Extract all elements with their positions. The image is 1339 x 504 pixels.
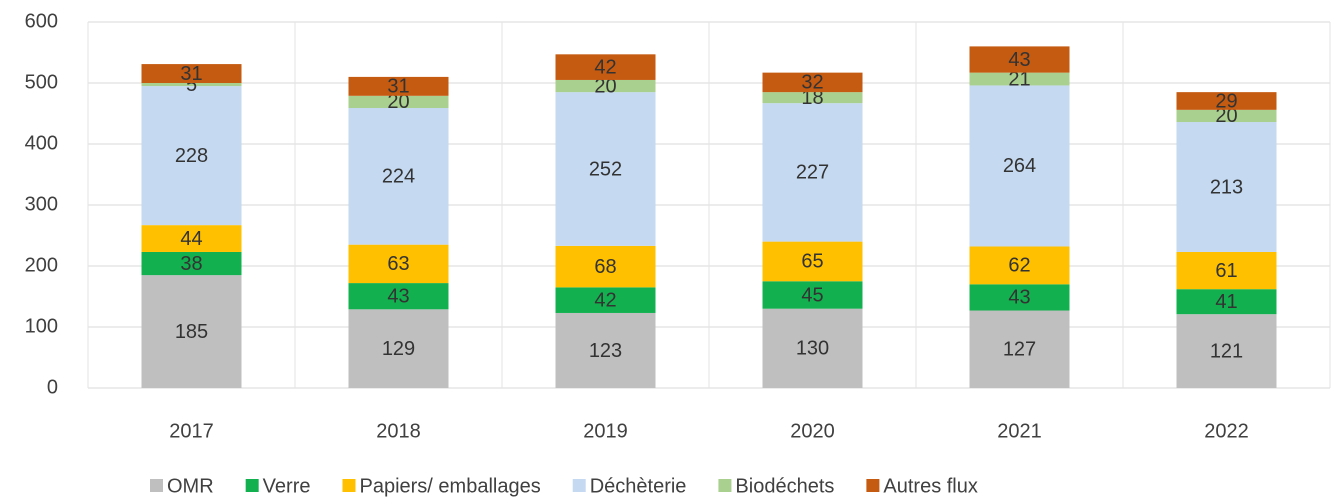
x-tick-label: 2022 [1204, 420, 1249, 442]
data-label: 21 [1008, 68, 1030, 90]
bar-segment [1176, 289, 1277, 315]
data-label: 5 [186, 74, 197, 96]
bar-segment [1176, 92, 1277, 110]
data-label: 43 [387, 285, 409, 307]
bar-segment [969, 46, 1070, 73]
data-label: 63 [387, 253, 409, 275]
x-tick-label: 2018 [376, 420, 421, 442]
x-tick-label: 2020 [790, 420, 835, 442]
data-label: 20 [387, 91, 409, 113]
data-label: 18 [801, 87, 823, 109]
bar-segment [555, 287, 656, 313]
bar-segment [1176, 109, 1277, 123]
legend-label: Papiers/ emballages [359, 475, 540, 497]
bar-segment [969, 246, 1070, 285]
data-label: 62 [1008, 255, 1030, 277]
data-label: 61 [1215, 260, 1237, 282]
data-label: 123 [589, 340, 622, 362]
data-label: 129 [382, 338, 415, 360]
data-label: 252 [589, 158, 622, 180]
data-label: 20 [594, 75, 616, 97]
data-label: 43 [1008, 49, 1030, 71]
bar-segment [1176, 251, 1277, 290]
bar-segment [555, 245, 656, 288]
x-tick-label: 2021 [997, 420, 1042, 442]
data-label: 68 [594, 256, 616, 278]
bar-segment [555, 79, 656, 93]
bar-segment [141, 251, 242, 276]
data-label: 130 [796, 338, 829, 360]
bar-segment [1176, 122, 1277, 252]
bar-segment [555, 54, 656, 80]
bar-segment [969, 284, 1070, 311]
legend-label: Biodéchets [735, 475, 834, 497]
y-tick-label: 500 [25, 71, 58, 93]
data-label: 121 [1210, 340, 1243, 362]
legend-swatch [150, 479, 163, 492]
y-tick-label: 300 [25, 193, 58, 215]
data-label: 264 [1003, 155, 1036, 177]
bar-segment [348, 283, 449, 310]
bar-segment [762, 241, 863, 282]
bar-segment [555, 92, 656, 246]
data-label: 45 [801, 284, 823, 306]
data-label: 20 [1215, 105, 1237, 127]
bar-segment [348, 309, 449, 388]
data-label: 228 [175, 145, 208, 167]
x-tick-label: 2017 [169, 420, 214, 442]
data-label: 38 [180, 253, 202, 275]
data-label: 32 [801, 72, 823, 94]
data-label: 31 [180, 63, 202, 85]
bar-segment [141, 275, 242, 388]
bar-segment [141, 64, 242, 83]
data-label: 44 [180, 228, 202, 250]
bar-segment [969, 72, 1070, 86]
data-label: 29 [1215, 90, 1237, 112]
legend-swatch [718, 479, 732, 492]
legend-swatch [342, 479, 356, 492]
data-label: 42 [594, 56, 616, 78]
bar-segment [141, 83, 242, 87]
bar-segment [1176, 314, 1277, 388]
legend-label: OMR [167, 475, 214, 497]
x-tick-label: 2019 [583, 420, 628, 442]
bar-segment [348, 244, 449, 284]
y-tick-label: 600 [25, 10, 58, 32]
data-label: 41 [1215, 291, 1237, 313]
legend-swatch [245, 479, 259, 492]
y-tick-label: 100 [25, 315, 58, 337]
bar-segment [762, 103, 863, 242]
bar-segment [348, 76, 449, 96]
legend-label: Déchèterie [590, 475, 687, 497]
data-label: 65 [801, 251, 823, 273]
data-label: 127 [1003, 339, 1036, 361]
data-label: 224 [382, 166, 415, 188]
legend-label: Verre [263, 475, 311, 497]
y-tick-label: 400 [25, 132, 58, 154]
bar-segment [762, 308, 863, 388]
data-label: 43 [1008, 287, 1030, 309]
bar-segment [141, 225, 242, 252]
bar-segment [762, 281, 863, 309]
y-tick-label: 0 [47, 376, 58, 398]
data-label: 213 [1210, 176, 1243, 198]
bar-segment [348, 95, 449, 109]
y-tick-label: 200 [25, 254, 58, 276]
data-label: 42 [594, 289, 616, 311]
bar-segment [762, 72, 863, 93]
bar-segment [348, 108, 449, 245]
data-label: 227 [796, 162, 829, 184]
data-label: 31 [387, 76, 409, 98]
legend-swatch [866, 479, 880, 492]
bar-segment [969, 310, 1070, 388]
bar-segment [141, 86, 242, 226]
data-label: 185 [175, 321, 208, 343]
legend-label: Autres flux [883, 475, 977, 497]
bar-segment [969, 85, 1070, 247]
bar-segment [555, 312, 656, 388]
legend-swatch [572, 479, 586, 492]
bar-segment [762, 92, 863, 104]
